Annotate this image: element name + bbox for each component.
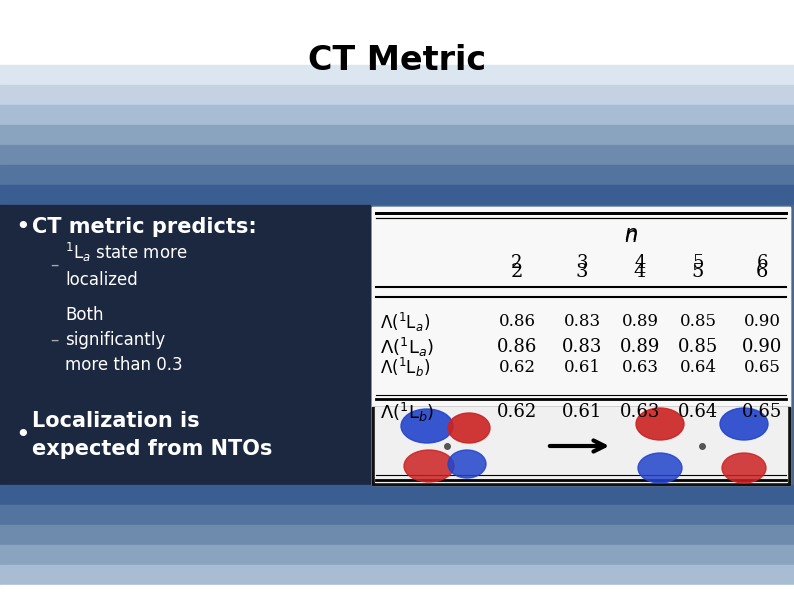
Text: 0.90: 0.90 bbox=[742, 338, 782, 356]
Bar bbox=[0, 505, 794, 525]
Text: 0.61: 0.61 bbox=[562, 403, 602, 421]
Text: 4: 4 bbox=[634, 254, 646, 272]
Bar bbox=[0, 205, 794, 485]
Text: •: • bbox=[15, 423, 29, 447]
Bar bbox=[0, 525, 794, 545]
Ellipse shape bbox=[636, 408, 684, 440]
Text: 0.61: 0.61 bbox=[564, 359, 600, 375]
Bar bbox=[0, 545, 794, 565]
Ellipse shape bbox=[720, 408, 768, 440]
Text: 2: 2 bbox=[511, 263, 523, 281]
Text: 0.89: 0.89 bbox=[622, 314, 658, 330]
Text: 3: 3 bbox=[576, 254, 588, 272]
Bar bbox=[0, 0, 794, 65]
Ellipse shape bbox=[448, 450, 486, 478]
Bar bbox=[0, 145, 794, 165]
Text: 0.65: 0.65 bbox=[742, 403, 782, 421]
Ellipse shape bbox=[638, 453, 682, 483]
Bar bbox=[372, 207, 790, 485]
Text: $\Lambda(^1\mathrm{L}_b)$: $\Lambda(^1\mathrm{L}_b)$ bbox=[380, 400, 434, 424]
Ellipse shape bbox=[448, 413, 490, 443]
Text: 3: 3 bbox=[576, 263, 588, 281]
Text: 0.86: 0.86 bbox=[499, 314, 535, 330]
Text: $\Lambda(^1\mathrm{L}_a)$: $\Lambda(^1\mathrm{L}_a)$ bbox=[380, 336, 434, 359]
Text: 2: 2 bbox=[511, 254, 522, 272]
Text: CT Metric: CT Metric bbox=[308, 43, 486, 77]
Bar bbox=[0, 65, 794, 85]
Text: $n$: $n$ bbox=[624, 226, 638, 245]
Bar bbox=[0, 585, 794, 595]
Text: 0.65: 0.65 bbox=[743, 359, 781, 375]
Text: Localization is
expected from NTOs: Localization is expected from NTOs bbox=[32, 411, 272, 459]
Bar bbox=[0, 485, 794, 505]
Bar bbox=[375, 407, 787, 482]
Ellipse shape bbox=[722, 453, 766, 483]
Text: 0.85: 0.85 bbox=[680, 314, 716, 330]
Text: 0.64: 0.64 bbox=[678, 403, 718, 421]
Text: $\Lambda(^1\mathrm{L}_a)$: $\Lambda(^1\mathrm{L}_a)$ bbox=[380, 311, 430, 334]
Text: 0.86: 0.86 bbox=[497, 338, 538, 356]
Text: 0.90: 0.90 bbox=[743, 314, 781, 330]
Text: 0.64: 0.64 bbox=[680, 359, 716, 375]
Text: •: • bbox=[15, 215, 29, 239]
Bar bbox=[0, 125, 794, 145]
Bar bbox=[0, 165, 794, 185]
Bar bbox=[0, 105, 794, 125]
Text: Both
significantly
more than 0.3: Both significantly more than 0.3 bbox=[65, 306, 183, 374]
Text: 0.63: 0.63 bbox=[622, 359, 658, 375]
Text: –: – bbox=[50, 256, 59, 274]
Text: 0.63: 0.63 bbox=[620, 403, 660, 421]
Text: 5: 5 bbox=[692, 263, 704, 281]
Ellipse shape bbox=[401, 409, 453, 443]
Text: 0.89: 0.89 bbox=[620, 338, 660, 356]
Bar bbox=[372, 207, 790, 407]
Text: $\Lambda(^1\mathrm{L}_b)$: $\Lambda(^1\mathrm{L}_b)$ bbox=[380, 355, 430, 378]
Text: 5: 5 bbox=[692, 254, 703, 272]
Text: 6: 6 bbox=[756, 263, 768, 281]
Bar bbox=[0, 185, 794, 205]
Text: $^1$L$_a$ state more
localized: $^1$L$_a$ state more localized bbox=[65, 241, 187, 289]
Text: $n$: $n$ bbox=[624, 227, 638, 246]
Text: 4: 4 bbox=[634, 263, 646, 281]
Bar bbox=[0, 85, 794, 105]
Text: –: – bbox=[50, 331, 59, 349]
Text: 0.83: 0.83 bbox=[564, 314, 600, 330]
Text: 0.83: 0.83 bbox=[562, 338, 602, 356]
Bar bbox=[0, 565, 794, 585]
Text: CT metric predicts:: CT metric predicts: bbox=[32, 217, 256, 237]
Text: 0.62: 0.62 bbox=[497, 403, 537, 421]
Ellipse shape bbox=[404, 450, 454, 482]
Bar bbox=[0, 205, 370, 485]
Text: 6: 6 bbox=[756, 254, 768, 272]
Text: 0.62: 0.62 bbox=[499, 359, 535, 375]
Text: 0.85: 0.85 bbox=[678, 338, 718, 356]
Bar bbox=[372, 407, 790, 485]
